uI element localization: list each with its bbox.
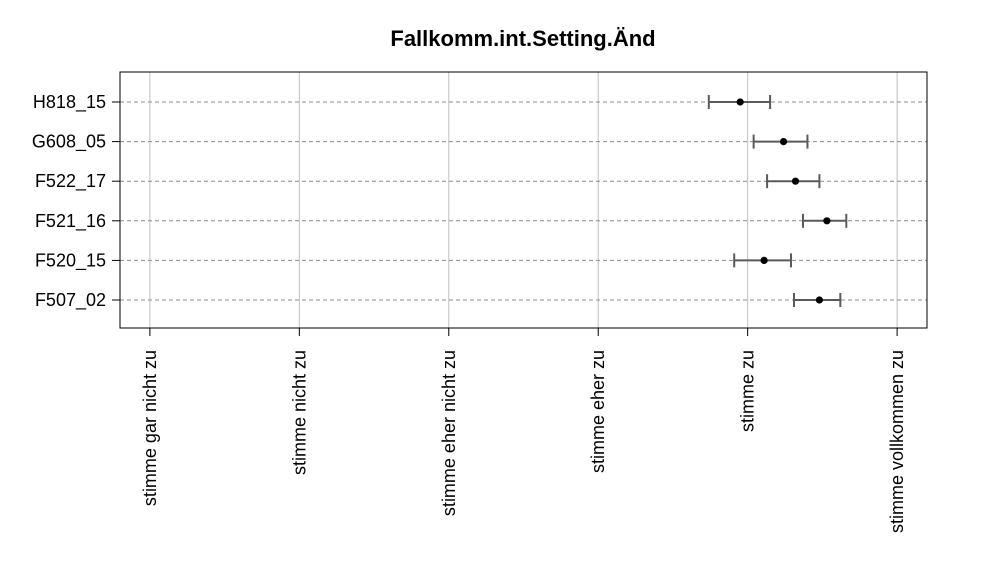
x-axis: stimme gar nicht zu stimme nicht zu stimme… [140,328,907,533]
y-tick-label: F522_17 [35,171,106,192]
data-point [791,177,800,185]
x-tick-label: stimme zu [738,350,758,432]
point-layer [736,98,831,304]
error-bar-layer [707,95,848,307]
y-tick-label: F521_16 [35,211,106,232]
grid-layer [149,72,898,328]
data-point [760,256,768,264]
plot-frame [119,71,928,329]
guide-layer [120,101,927,301]
y-tick-label: H818_15 [33,92,106,113]
y-tick-label: F520_15 [35,250,106,271]
x-tick-label: stimme vollkommen zu [887,350,907,533]
x-tick-label: stimme eher zu [588,350,608,473]
data-point [736,98,744,106]
chart-title: Fallkomm.int.Setting.Änd [390,26,655,51]
data-point [779,138,788,146]
x-tick-label: stimme gar nicht zu [140,350,160,506]
x-tick-label: stimme nicht zu [289,350,309,475]
y-axis: H818_15 G608_05 F522_17 F521_16 F520_15 F507_… [32,92,120,311]
x-tick-label: stimme eher nicht zu [439,350,459,516]
data-point [823,217,831,225]
data-point [815,296,824,304]
y-tick-label: F507_02 [35,290,106,311]
y-tick-label: G608_05 [32,132,106,153]
